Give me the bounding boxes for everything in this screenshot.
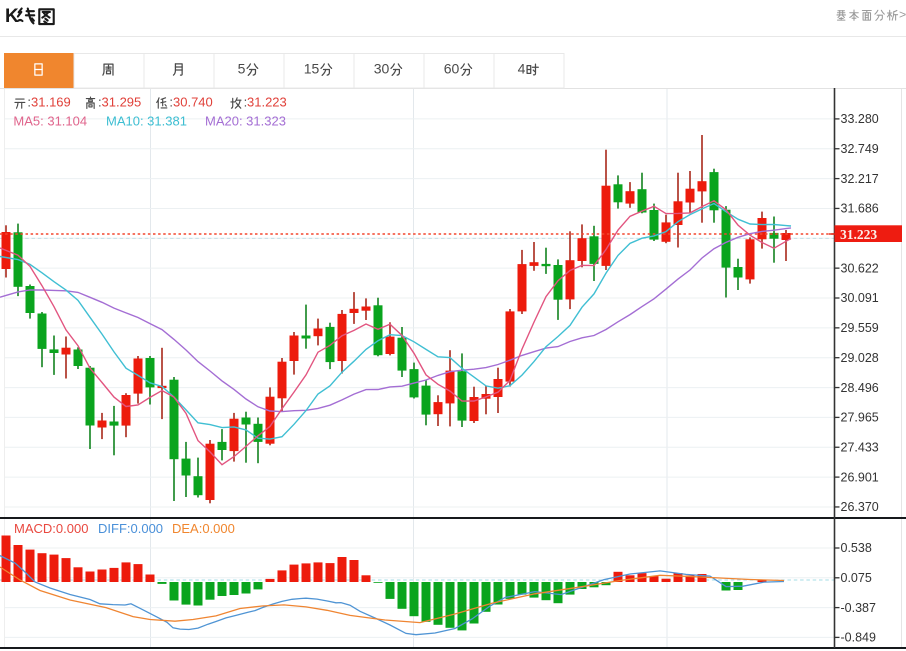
svg-text:-0.849: -0.849 bbox=[841, 631, 876, 645]
svg-text:26.901: 26.901 bbox=[841, 470, 879, 484]
svg-text:31.169: 31.169 bbox=[31, 95, 71, 110]
svg-text:K: K bbox=[5, 6, 19, 27]
svg-text:0.538: 0.538 bbox=[841, 541, 872, 555]
svg-text:29.559: 29.559 bbox=[841, 321, 879, 335]
svg-text:32.217: 32.217 bbox=[841, 172, 879, 186]
svg-text:DIFF:0.000: DIFF:0.000 bbox=[98, 521, 163, 536]
svg-text:32.749: 32.749 bbox=[841, 142, 879, 156]
svg-text:33.280: 33.280 bbox=[841, 112, 879, 126]
svg-text:31.223: 31.223 bbox=[247, 95, 287, 110]
svg-text::: : bbox=[98, 95, 102, 110]
svg-text:30: 30 bbox=[374, 60, 390, 76]
svg-text::: : bbox=[244, 95, 248, 110]
svg-text:31.223: 31.223 bbox=[840, 227, 877, 242]
svg-text:29.028: 29.028 bbox=[841, 351, 879, 365]
svg-text:4: 4 bbox=[518, 60, 526, 76]
svg-text:-0.387: -0.387 bbox=[841, 601, 876, 615]
svg-text:26.370: 26.370 bbox=[841, 500, 879, 514]
svg-text:60: 60 bbox=[444, 60, 460, 76]
svg-text:30.622: 30.622 bbox=[841, 261, 879, 275]
svg-text:MACD:0.000: MACD:0.000 bbox=[14, 521, 88, 536]
svg-text:31.686: 31.686 bbox=[841, 202, 879, 216]
svg-text:28.496: 28.496 bbox=[841, 381, 879, 395]
svg-text:30.740: 30.740 bbox=[173, 95, 213, 110]
svg-text:31.295: 31.295 bbox=[102, 95, 142, 110]
svg-text::: : bbox=[27, 95, 31, 110]
svg-text:0.075: 0.075 bbox=[841, 571, 872, 585]
svg-text:5: 5 bbox=[238, 60, 246, 76]
svg-text:30.091: 30.091 bbox=[841, 291, 879, 305]
svg-text:15: 15 bbox=[304, 60, 320, 76]
svg-text:DEA:0.000: DEA:0.000 bbox=[172, 521, 235, 536]
svg-text:MA5: 31.104: MA5: 31.104 bbox=[13, 114, 87, 129]
svg-text:27.965: 27.965 bbox=[841, 411, 879, 425]
svg-text:MA20: 31.323: MA20: 31.323 bbox=[205, 114, 286, 129]
svg-text:>: > bbox=[899, 8, 906, 22]
svg-text:MA10: 31.381: MA10: 31.381 bbox=[106, 114, 187, 129]
svg-text::: : bbox=[169, 95, 173, 110]
svg-text:27.433: 27.433 bbox=[841, 440, 879, 454]
